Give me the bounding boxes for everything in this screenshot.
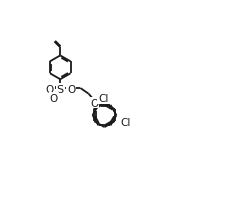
Text: Cl: Cl: [121, 118, 131, 128]
Text: O: O: [67, 84, 75, 95]
Text: O: O: [90, 98, 98, 108]
Text: O: O: [50, 93, 58, 103]
Text: Cl: Cl: [98, 94, 108, 104]
Text: O: O: [46, 84, 54, 95]
Text: S: S: [57, 84, 64, 95]
